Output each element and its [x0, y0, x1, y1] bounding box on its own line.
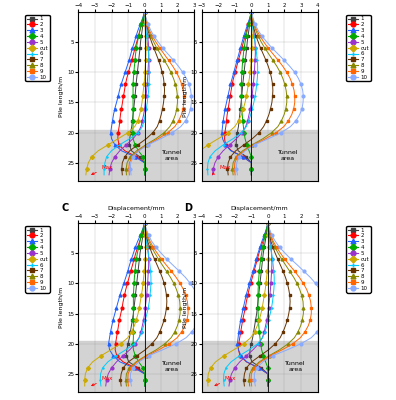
Title: Displacement/mm: Displacement/mm [231, 206, 289, 211]
Text: A: A [61, 0, 69, 2]
Bar [78, 130, 194, 181]
Legend: 1, 2, 3, 4, 5, cut, 6, 7, 8, 9, 10: 1, 2, 3, 4, 5, cut, 6, 7, 8, 9, 10 [25, 226, 50, 292]
Y-axis label: Pile length/m: Pile length/m [59, 76, 65, 117]
Text: D: D [184, 203, 192, 213]
Legend: 1, 2, 3, 4, 5, cut, 6, 7, 8, 9, 10: 1, 2, 3, 4, 5, cut, 6, 7, 8, 9, 10 [25, 15, 50, 82]
Bar [202, 130, 318, 181]
Text: B: B [184, 0, 192, 2]
Title: Displacement/mm: Displacement/mm [107, 206, 165, 211]
Text: Max: Max [92, 376, 113, 386]
Y-axis label: Pile length/m: Pile length/m [183, 287, 188, 328]
Text: Tunnel
area: Tunnel area [162, 361, 182, 372]
Bar [202, 341, 318, 392]
Bar [78, 341, 194, 392]
Text: Tunnel
area: Tunnel area [285, 361, 305, 372]
Legend: 1, 2, 3, 4, 5, cut, 6, 7, 8, 9, 10: 1, 2, 3, 4, 5, cut, 6, 7, 8, 9, 10 [346, 15, 371, 82]
Text: Max: Max [92, 165, 113, 174]
Text: Tunnel
area: Tunnel area [278, 150, 298, 161]
Text: Max: Max [215, 376, 236, 386]
Text: Max: Max [212, 165, 230, 174]
Legend: 1, 2, 3, 4, 5, cut, 6, 7, 8, 9, 10: 1, 2, 3, 4, 5, cut, 6, 7, 8, 9, 10 [346, 226, 371, 292]
Y-axis label: Pile length/m: Pile length/m [59, 287, 65, 328]
Text: Tunnel
area: Tunnel area [162, 150, 182, 161]
Text: C: C [61, 203, 68, 213]
Y-axis label: Pile length/m: Pile length/m [183, 76, 188, 117]
